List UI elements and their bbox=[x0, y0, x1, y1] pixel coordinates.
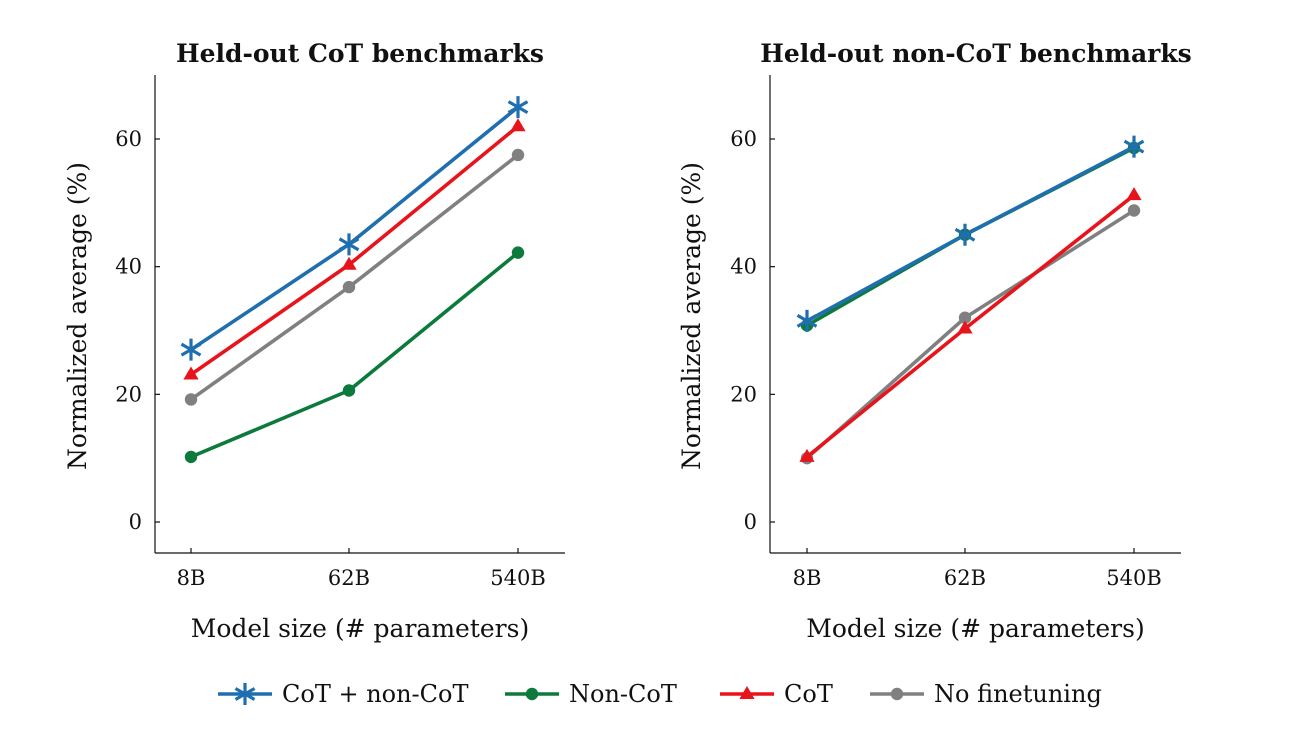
y-tick-label: 60 bbox=[730, 127, 757, 151]
data-point-no-finetuning bbox=[342, 280, 356, 294]
legend-label: Non-CoT bbox=[569, 680, 677, 708]
series-line-no-finetuning bbox=[805, 208, 1135, 460]
data-point-cot bbox=[341, 256, 357, 270]
x-tick-label: 62B bbox=[944, 566, 986, 590]
data-point-non-cot bbox=[342, 384, 356, 397]
chart-title: Held-out non-CoT benchmarks bbox=[760, 39, 1191, 68]
legend-item-non-cot: Non-CoT bbox=[505, 680, 677, 708]
data-point-cot-non-cot bbox=[180, 338, 202, 361]
series-cot bbox=[183, 118, 526, 380]
chart-panel-2: Held-out non-CoT benchmarks 0 20 40 60 8B 62B 5… bbox=[677, 39, 1192, 643]
x-tick-label: 540B bbox=[490, 566, 546, 590]
series-cot-non-cot bbox=[796, 135, 1145, 332]
data-point-non-cot bbox=[511, 246, 525, 259]
y-tick-label: 60 bbox=[115, 127, 142, 151]
series-cot bbox=[799, 187, 1142, 462]
data-point-cot-non-cot bbox=[507, 96, 529, 119]
data-point-cot bbox=[1126, 187, 1142, 201]
y-tick-label: 40 bbox=[730, 255, 757, 279]
series-line-no-finetuning bbox=[189, 153, 520, 401]
legend-marker bbox=[890, 687, 904, 701]
x-tick-label: 8B bbox=[177, 566, 206, 590]
y-tick-label: 20 bbox=[115, 382, 142, 406]
x-tick-label: 62B bbox=[328, 566, 370, 590]
series-line-cot bbox=[189, 124, 520, 377]
legend-item-cot: CoT bbox=[720, 680, 833, 708]
data-point-cot-non-cot bbox=[954, 223, 976, 246]
series-non-cot bbox=[184, 246, 525, 464]
data-point-non-cot bbox=[184, 450, 198, 464]
series-no-finetuning bbox=[800, 204, 1141, 465]
y-tick-label: 0 bbox=[129, 510, 142, 534]
y-tick-label: 0 bbox=[744, 510, 757, 534]
data-point-cot bbox=[183, 366, 199, 380]
chart-title: Held-out CoT benchmarks bbox=[176, 39, 544, 68]
legend: CoT + non-CoT Non-CoT CoT No finetuning bbox=[218, 680, 1102, 708]
y-axis-label: Normalized average (%) bbox=[63, 162, 92, 470]
data-point-no-finetuning bbox=[184, 393, 198, 406]
data-point-cot bbox=[799, 448, 815, 462]
series-line-cot-non-cot bbox=[190, 105, 520, 352]
chart-panel-1: Held-out CoT benchmarks 0 20 40 60 8B 62B 540B M… bbox=[63, 39, 565, 643]
series-cot-non-cot bbox=[180, 96, 529, 361]
legend-marker bbox=[525, 687, 539, 701]
data-point-cot-non-cot bbox=[338, 233, 360, 256]
x-axis-label: Model size (# parameters) bbox=[191, 614, 529, 643]
data-point-no-finetuning bbox=[511, 148, 525, 162]
y-tick-label: 20 bbox=[730, 382, 757, 406]
legend-marker bbox=[234, 683, 256, 705]
series-no-finetuning bbox=[184, 148, 525, 406]
data-point-cot bbox=[957, 320, 973, 334]
data-point-cot bbox=[510, 118, 526, 132]
legend-label: No finetuning bbox=[934, 680, 1102, 708]
data-point-no-finetuning bbox=[958, 311, 972, 324]
legend-marker bbox=[739, 686, 755, 699]
legend-label: CoT + non-CoT bbox=[282, 680, 468, 708]
legend-item-cot-non-cot: CoT + non-CoT bbox=[218, 680, 468, 708]
data-point-no-finetuning bbox=[1127, 204, 1141, 217]
data-point-cot-non-cot bbox=[796, 309, 818, 332]
y-axis-label: Normalized average (%) bbox=[677, 162, 706, 470]
data-point-cot-non-cot bbox=[1123, 135, 1145, 158]
x-tick-label: 540B bbox=[1106, 566, 1162, 590]
legend-item-no-finetuning: No finetuning bbox=[870, 680, 1102, 708]
legend-label: CoT bbox=[784, 680, 833, 708]
x-tick-label: 8B bbox=[793, 566, 822, 590]
y-tick-label: 40 bbox=[115, 255, 142, 279]
x-axis-label: Model size (# parameters) bbox=[806, 614, 1144, 643]
